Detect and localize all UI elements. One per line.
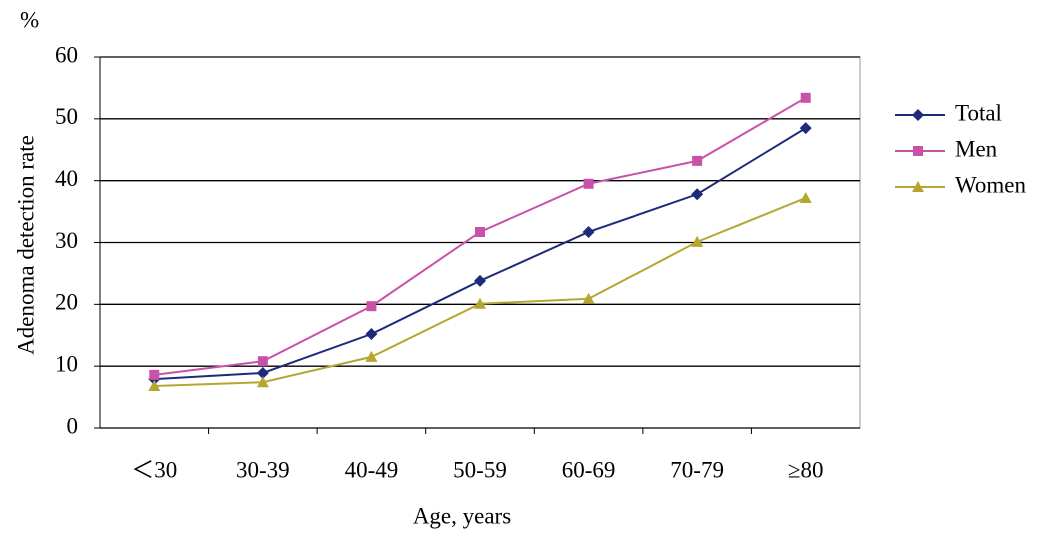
x-tick-label: ≥80 (788, 457, 824, 482)
y-tick-label: 40 (55, 166, 78, 191)
y-tick-label: 10 (55, 351, 78, 376)
y-tick-label: 20 (55, 290, 78, 315)
data-point (800, 92, 811, 103)
x-tick-label: 40-49 (345, 457, 399, 482)
x-tick-label: 70-79 (670, 457, 724, 482)
y-axis-title: Adenoma detection rate (13, 135, 38, 355)
x-tick-label: 60-69 (562, 457, 616, 482)
legend-label: Total (955, 100, 1002, 125)
data-point (475, 226, 485, 237)
data-point (583, 178, 594, 189)
y-tick-label: 60 (55, 42, 78, 67)
data-point (691, 188, 704, 201)
x-tick-label: ＜30 (131, 457, 177, 482)
data-point (365, 350, 378, 362)
y-tick-label: 30 (55, 228, 78, 253)
data-point (799, 191, 812, 203)
data-point (366, 301, 377, 312)
y-unit: % (20, 7, 39, 32)
legend-marker (912, 109, 924, 121)
data-point (692, 155, 703, 166)
data-point (799, 122, 812, 135)
data-point (365, 328, 378, 341)
data-point (474, 297, 486, 309)
legend-marker (912, 181, 924, 192)
x-axis-title: Age, years (413, 503, 511, 528)
data-point (582, 225, 595, 238)
data-point (582, 292, 595, 304)
y-tick-label: 0 (67, 413, 79, 438)
x-tick-label: 50-59 (453, 457, 507, 482)
x-tick-label: 30-39 (236, 457, 290, 482)
data-point (256, 376, 269, 388)
data-point (474, 274, 486, 287)
data-point (691, 235, 704, 247)
data-point (149, 369, 160, 380)
data-point (148, 379, 161, 391)
data-point (256, 366, 269, 379)
legend-marker (913, 146, 923, 156)
legend-label: Women (955, 172, 1026, 197)
legend-label: Men (955, 136, 998, 161)
data-point (257, 356, 268, 367)
y-tick-label: 50 (55, 104, 78, 129)
